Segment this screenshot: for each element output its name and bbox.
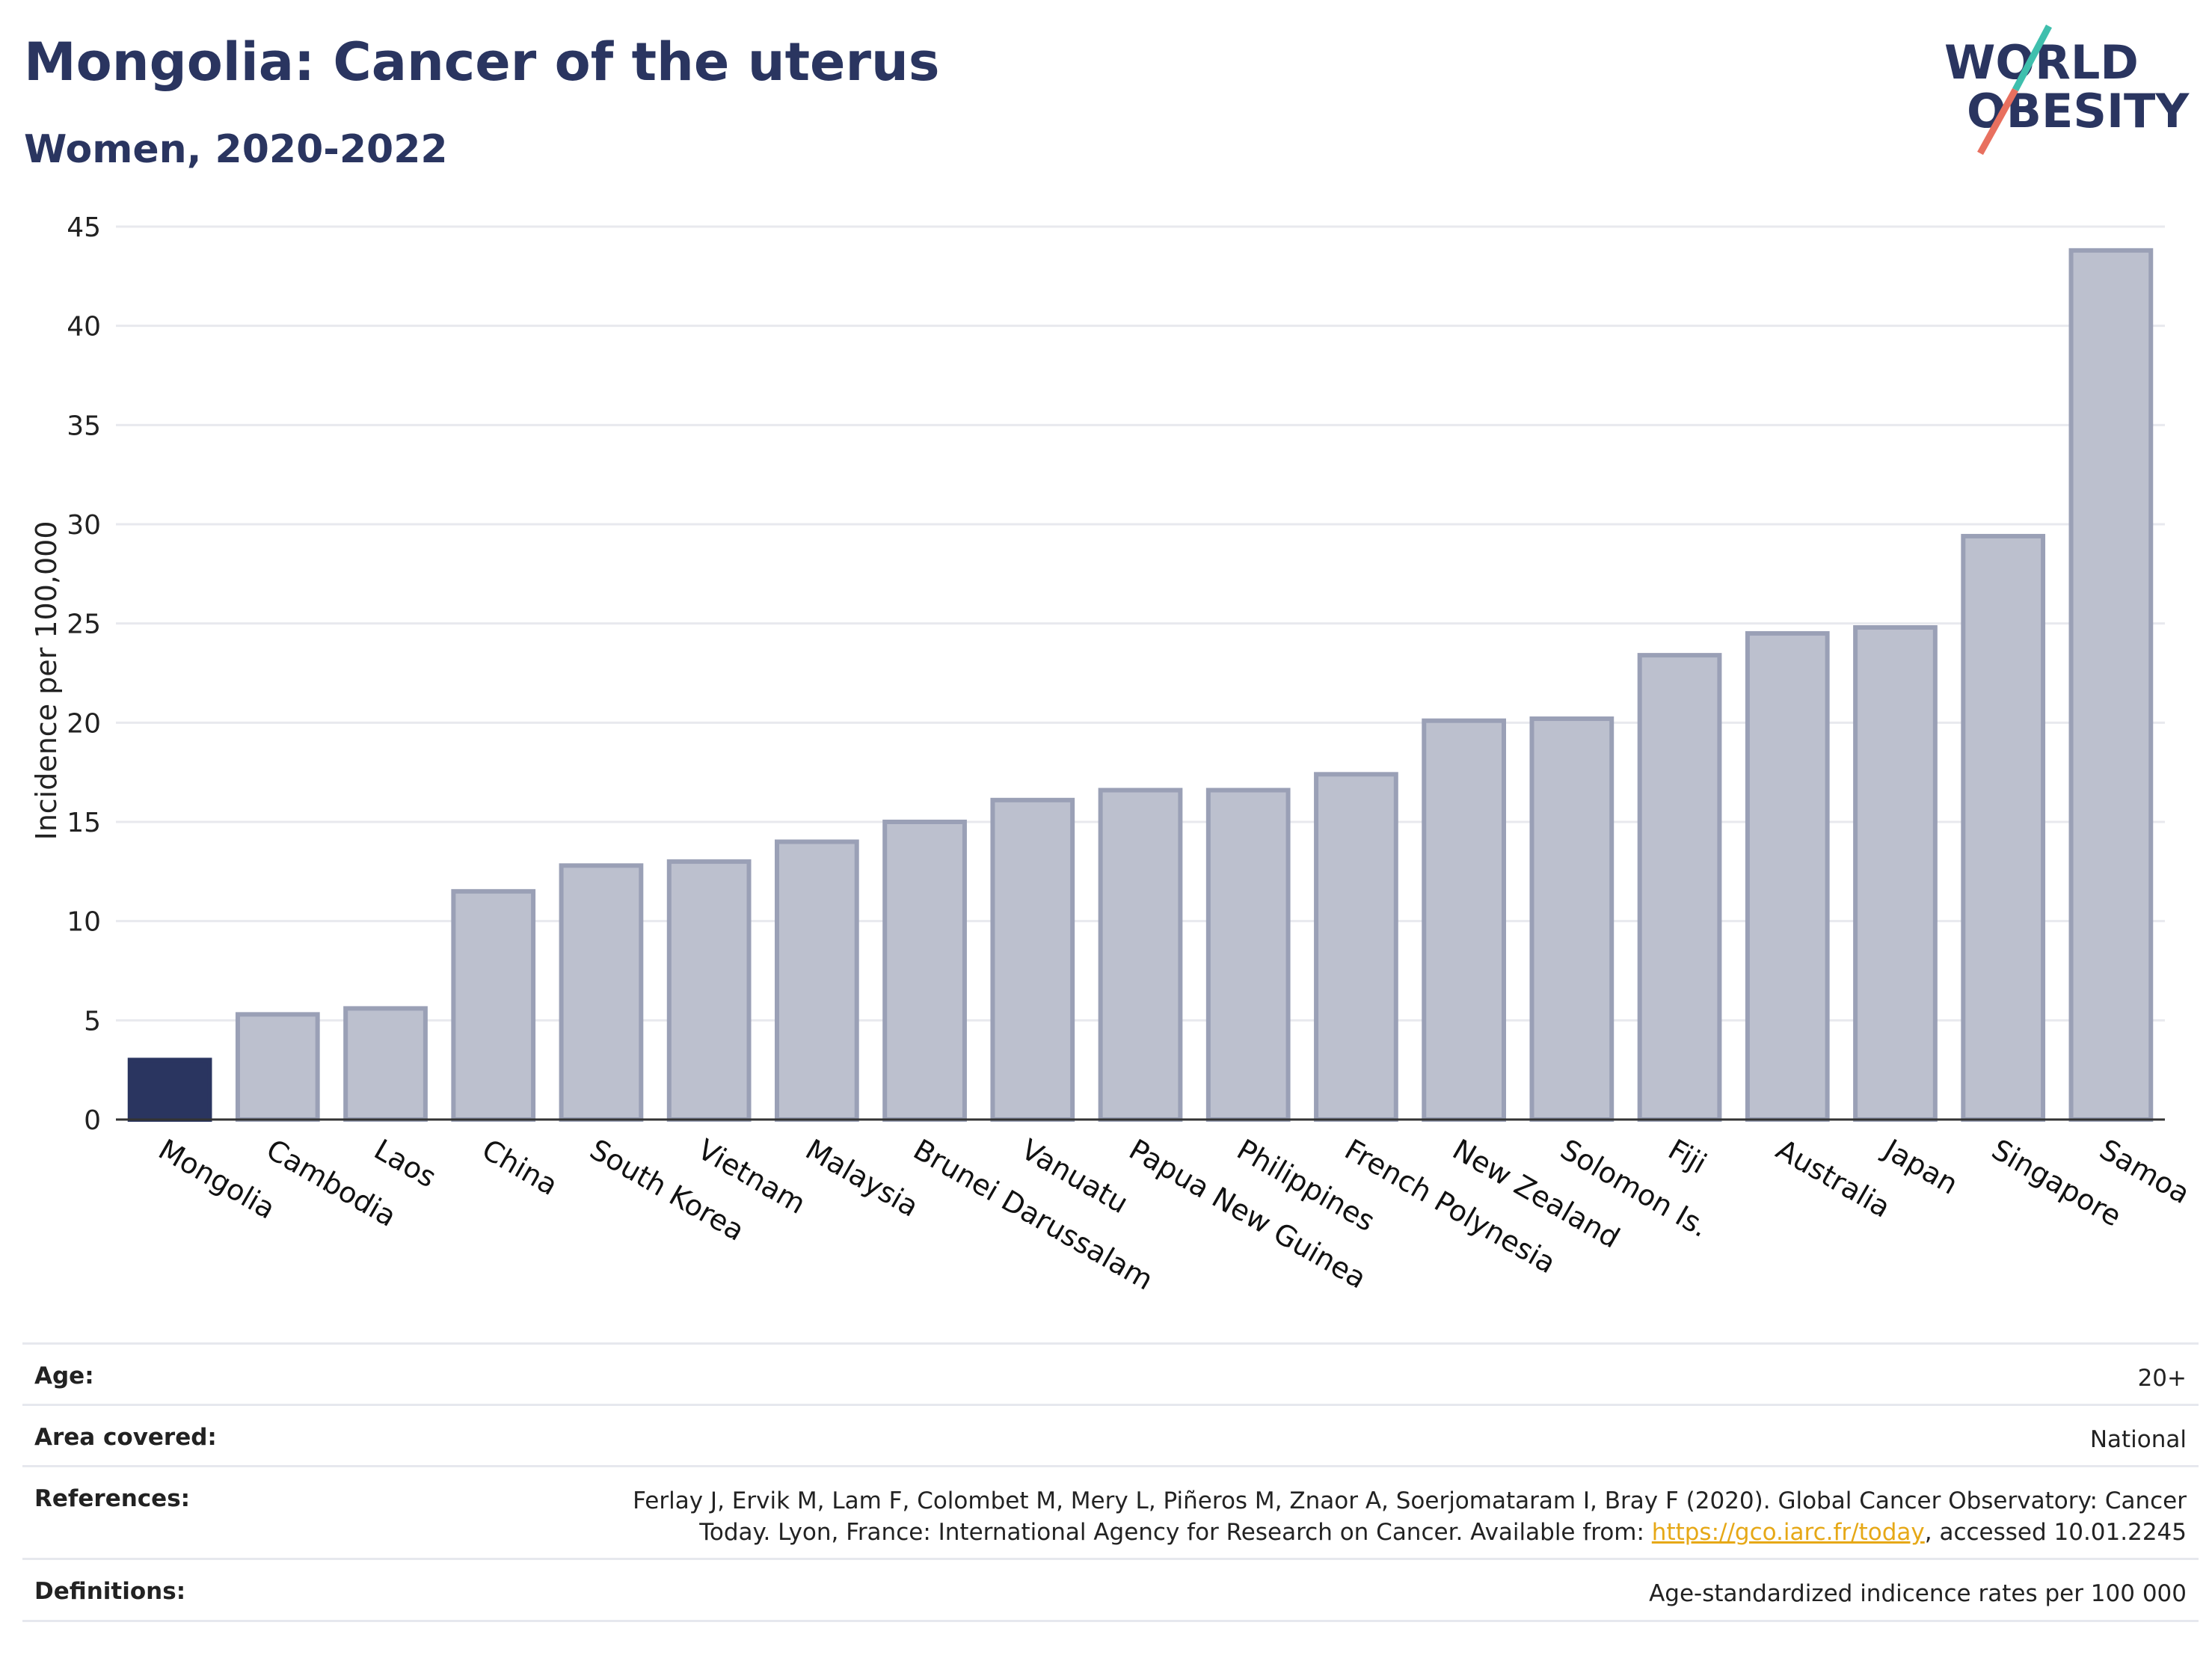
bar-vietnam [666, 859, 752, 1122]
meta-age-row: Age: 20+ [22, 1342, 2199, 1404]
y-axis-label: Incidence per 100,000 [30, 521, 63, 840]
references-line2-post: , accessed 10.01.2245 [1924, 1519, 2187, 1546]
metadata-table: Age: 20+ Area covered: National Referenc… [22, 1342, 2199, 1622]
y-axis-ticks: 0 5 10 15 20 25 30 35 40 45 [67, 212, 101, 1136]
bar-malaysia [775, 839, 859, 1122]
bar-singapore [1961, 533, 2046, 1122]
y-tick-label: 40 [67, 312, 101, 343]
bar-samoa [2068, 248, 2154, 1123]
y-tick-label: 25 [67, 610, 101, 640]
y-tick-label: 5 [84, 1006, 101, 1037]
references-line2-pre: Today. Lyon, France: International Agenc… [699, 1519, 1652, 1546]
y-tick-label: 0 [84, 1105, 101, 1136]
y-tick-label: 10 [67, 907, 101, 938]
x-tick-label: China [476, 1133, 563, 1202]
meta-references-label: References: [34, 1485, 191, 1512]
meta-references-row: References: Ferlay J, Ervik M, Lam F, Co… [22, 1465, 2199, 1558]
bar-south-korea [559, 863, 644, 1122]
bar-laos [343, 1006, 428, 1122]
bar-mongolia [127, 1057, 212, 1123]
y-tick-label: 45 [67, 212, 101, 243]
bar-japan [1853, 624, 1938, 1122]
chart-subtitle: Women, 2020-2022 [24, 127, 448, 172]
bar-fiji [1637, 653, 1722, 1122]
bar-vanuatu [990, 797, 1075, 1123]
y-tick-label: 35 [67, 411, 101, 441]
y-tick-label: 30 [67, 510, 101, 541]
meta-definitions-value: Age-standardized indicence rates per 100… [1649, 1580, 2187, 1607]
x-tick-label: Laos [369, 1133, 442, 1194]
bar-french-polynesia [1314, 772, 1398, 1122]
bar-papua-new-guinea [1098, 787, 1183, 1122]
bar-philippines [1205, 787, 1291, 1122]
x-tick-label: Fiji [1663, 1133, 1712, 1180]
bar-brunei-darussalam [882, 820, 967, 1122]
world-obesity-logo: WORLD OBESITY [1944, 24, 2190, 156]
x-tick-label: Mongolia [153, 1133, 281, 1226]
x-tick-label: Australia [1771, 1133, 1896, 1224]
meta-area-row: Area covered: National [22, 1404, 2199, 1465]
meta-area-label: Area covered: [34, 1424, 217, 1451]
bar-cambodia [235, 1012, 320, 1122]
chart-title: Mongolia: Cancer of the uterus [24, 31, 940, 93]
meta-age-value: 20+ [2137, 1365, 2187, 1392]
meta-definitions-row: Definitions: Age-standardized indicence … [22, 1558, 2199, 1622]
bar-china [451, 888, 536, 1123]
x-tick-label: Malaysia [800, 1133, 924, 1223]
meta-age-label: Age: [34, 1363, 94, 1390]
bars [127, 248, 2154, 1123]
references-link[interactable]: https://gco.iarc.fr/today [1651, 1519, 1925, 1546]
y-tick-label: 15 [67, 808, 101, 838]
meta-area-value: National [2089, 1426, 2187, 1453]
bar-solomon-is [1529, 716, 1615, 1122]
x-tick-label: Japan [1877, 1132, 1964, 1201]
bar-australia [1745, 630, 1830, 1122]
meta-definitions-label: Definitions: [34, 1578, 186, 1605]
meta-references-value: Ferlay J, Ervik M, Lam F, Colombet M, Me… [633, 1485, 2187, 1548]
bar-new-zealand [1422, 718, 1506, 1122]
logo-slash-top [2012, 24, 2052, 92]
y-tick-label: 20 [67, 708, 101, 739]
logo-slash-bottom [1977, 87, 2018, 156]
references-line1: Ferlay J, Ervik M, Lam F, Colombet M, Me… [633, 1487, 2187, 1514]
